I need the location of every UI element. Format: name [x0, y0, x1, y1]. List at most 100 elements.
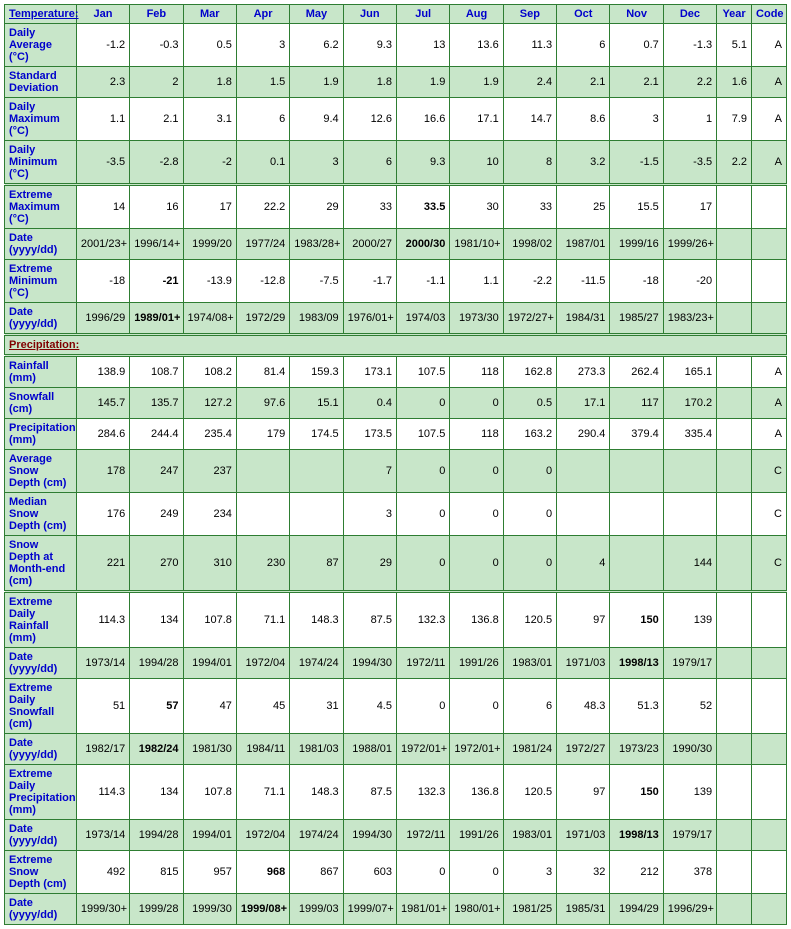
cell: 379.4 [610, 419, 663, 450]
cell: 4.5 [343, 679, 396, 734]
table-row: Daily Maximum (°C)1.12.13.169.412.616.61… [5, 98, 787, 141]
cell: 1991/26 [450, 648, 503, 679]
precipitation-section: Rainfall (mm)138.9108.7108.281.4159.3173… [5, 356, 787, 925]
cell: 815 [130, 851, 183, 894]
row-label: Snowfall (cm) [5, 388, 77, 419]
cell: 244.4 [130, 419, 183, 450]
cell: 138.9 [76, 356, 129, 388]
table-row: Daily Minimum (°C)-3.5-2.8-20.1369.31083… [5, 141, 787, 185]
cell: 1977/24 [236, 229, 289, 260]
cell: 163.2 [503, 419, 556, 450]
cell: 1998/13 [610, 820, 663, 851]
table-row: Date (yyyy/dd)2001/23+1996/14+1999/20197… [5, 229, 787, 260]
cell: 97.6 [236, 388, 289, 419]
cell: 135.7 [130, 388, 183, 419]
cell: 1981/03 [290, 734, 343, 765]
cell: 13.6 [450, 24, 503, 67]
cell: 71.1 [236, 592, 289, 648]
cell: 87.5 [343, 765, 396, 820]
cell: 14.7 [503, 98, 556, 141]
cell: 0.1 [236, 141, 289, 185]
row-label: Daily Maximum (°C) [5, 98, 77, 141]
col-feb: Feb [130, 5, 183, 24]
cell: 1980/01+ [450, 894, 503, 925]
cell: C [752, 536, 787, 592]
table-row: Daily Average (°C)-1.2-0.30.536.29.31313… [5, 24, 787, 67]
cell: 270 [130, 536, 183, 592]
cell: 247 [130, 450, 183, 493]
table-row: Date (yyyy/dd)1996/291989/01+1974/08+197… [5, 303, 787, 335]
cell: 51.3 [610, 679, 663, 734]
cell [236, 450, 289, 493]
cell: 33 [503, 185, 556, 229]
cell: 17.1 [450, 98, 503, 141]
col-oct: Oct [557, 5, 610, 24]
cell [717, 260, 752, 303]
cell: 7 [343, 450, 396, 493]
col-year: Year [717, 5, 752, 24]
table-row: Average Snow Depth (cm)1782472377000C [5, 450, 787, 493]
cell: 3 [290, 141, 343, 185]
row-label: Date (yyyy/dd) [5, 734, 77, 765]
cell: 957 [183, 851, 236, 894]
table-row: Date (yyyy/dd)1999/30+1999/281999/301999… [5, 894, 787, 925]
row-label: Daily Average (°C) [5, 24, 77, 67]
row-label: Date (yyyy/dd) [5, 648, 77, 679]
cell [752, 648, 787, 679]
cell: 150 [610, 592, 663, 648]
cell: -18 [76, 260, 129, 303]
cell: 33 [343, 185, 396, 229]
cell: 378 [663, 851, 716, 894]
cell: 603 [343, 851, 396, 894]
cell: 17 [183, 185, 236, 229]
cell: 1 [663, 98, 716, 141]
cell: 1979/17 [663, 648, 716, 679]
cell: A [752, 356, 787, 388]
cell: 178 [76, 450, 129, 493]
cell: 3 [610, 98, 663, 141]
cell [752, 734, 787, 765]
cell [717, 536, 752, 592]
col-aug: Aug [450, 5, 503, 24]
cell: 148.3 [290, 765, 343, 820]
col-apr: Apr [236, 5, 289, 24]
cell: 0 [396, 851, 449, 894]
cell: -12.8 [236, 260, 289, 303]
cell: 1973/23 [610, 734, 663, 765]
row-label: Date (yyyy/dd) [5, 303, 77, 335]
table-row: Date (yyyy/dd)1973/141994/281994/011972/… [5, 820, 787, 851]
cell: 1981/25 [503, 894, 556, 925]
cell: 1979/17 [663, 820, 716, 851]
cell: 0.5 [183, 24, 236, 67]
cell: A [752, 24, 787, 67]
cell: -21 [130, 260, 183, 303]
table-row: Precipitation (mm)284.6244.4235.4179174.… [5, 419, 787, 450]
table-row: Snow Depth at Month-end (cm)221270310230… [5, 536, 787, 592]
cell: 132.3 [396, 765, 449, 820]
cell: 1.1 [450, 260, 503, 303]
col-nov: Nov [610, 5, 663, 24]
cell: 150 [610, 765, 663, 820]
cell: 1996/29 [76, 303, 129, 335]
table-row: Extreme Snow Depth (cm)49281595796886760… [5, 851, 787, 894]
cell: 335.4 [663, 419, 716, 450]
cell: 1994/30 [343, 820, 396, 851]
cell: 57 [130, 679, 183, 734]
cell: 9.3 [343, 24, 396, 67]
climate-table: Temperature: Jan Feb Mar Apr May Jun Jul… [4, 4, 787, 925]
cell: 0 [503, 536, 556, 592]
cell: 1972/11 [396, 648, 449, 679]
cell: 1974/03 [396, 303, 449, 335]
cell: A [752, 141, 787, 185]
table-row: Median Snow Depth (cm)1762492343000C [5, 493, 787, 536]
cell: 1991/26 [450, 820, 503, 851]
cell: -3.5 [76, 141, 129, 185]
cell: 221 [76, 536, 129, 592]
cell: 1981/24 [503, 734, 556, 765]
cell: 1999/30 [183, 894, 236, 925]
cell: 4 [557, 536, 610, 592]
col-mar: Mar [183, 5, 236, 24]
cell: 1981/10+ [450, 229, 503, 260]
cell: 1981/30 [183, 734, 236, 765]
cell: 3.1 [183, 98, 236, 141]
